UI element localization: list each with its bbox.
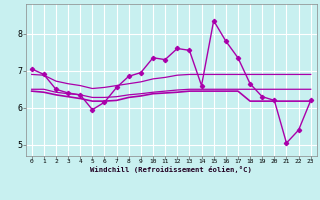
X-axis label: Windchill (Refroidissement éolien,°C): Windchill (Refroidissement éolien,°C) bbox=[90, 166, 252, 173]
